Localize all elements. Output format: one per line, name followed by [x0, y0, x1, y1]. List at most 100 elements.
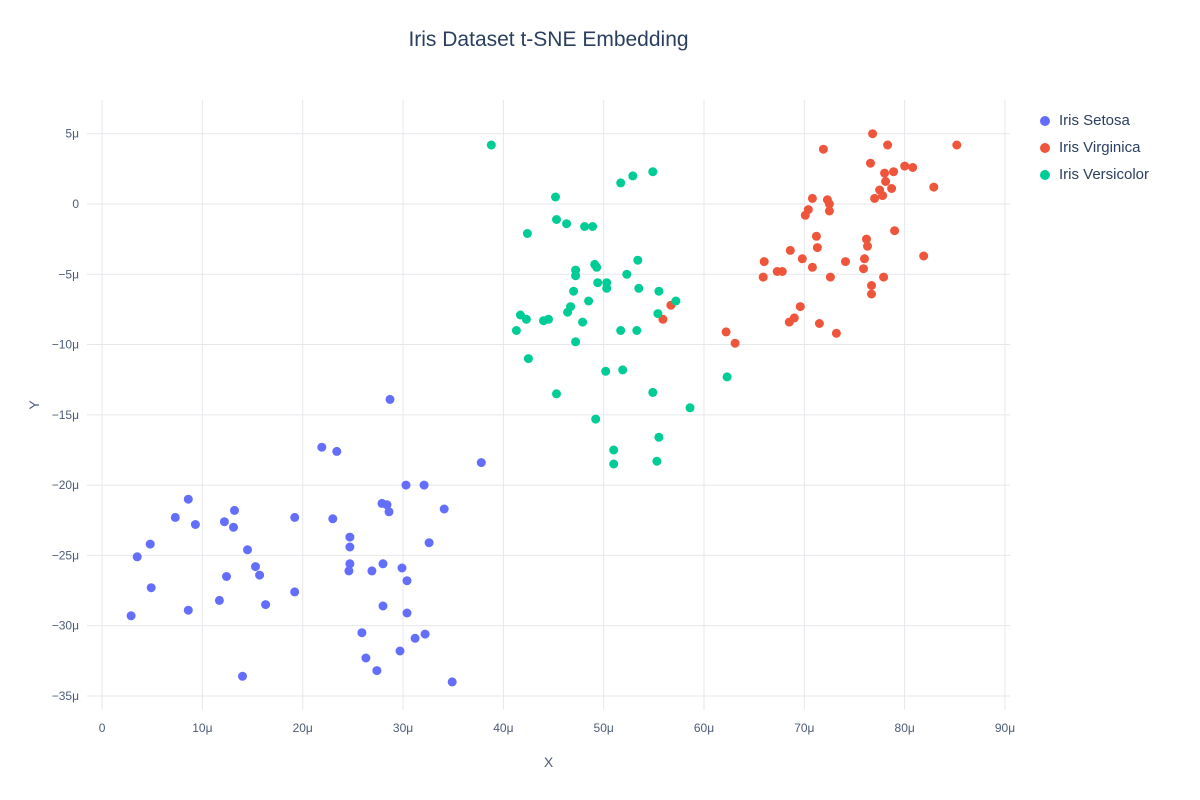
data-point[interactable] [653, 309, 663, 319]
data-point[interactable] [868, 129, 878, 139]
data-point[interactable] [889, 167, 899, 177]
data-point[interactable] [571, 271, 581, 281]
data-point[interactable] [571, 337, 581, 347]
data-point[interactable] [812, 243, 822, 253]
data-point[interactable] [146, 583, 156, 593]
data-point[interactable] [367, 566, 377, 576]
data-point[interactable] [447, 677, 457, 687]
data-point[interactable] [476, 458, 486, 468]
data-point[interactable] [593, 278, 603, 288]
data-point[interactable] [328, 514, 338, 524]
data-point[interactable] [879, 272, 889, 282]
data-point[interactable] [523, 354, 533, 364]
data-point[interactable] [290, 512, 300, 522]
data-point[interactable] [616, 178, 626, 188]
data-point[interactable] [591, 414, 601, 424]
data-point[interactable] [214, 595, 224, 605]
data-point[interactable] [730, 338, 740, 348]
data-point[interactable] [632, 326, 642, 335]
data-point[interactable] [539, 316, 548, 326]
data-point[interactable] [424, 538, 434, 548]
data-point[interactable] [648, 387, 658, 397]
data-point[interactable] [648, 167, 658, 177]
data-point[interactable] [219, 517, 229, 527]
data-point[interactable] [344, 566, 354, 576]
data-point[interactable] [251, 562, 260, 572]
data-point[interactable] [190, 520, 200, 529]
data-point[interactable] [580, 222, 590, 231]
data-point[interactable] [634, 283, 644, 293]
data-point[interactable] [870, 193, 880, 203]
data-point[interactable] [345, 542, 355, 552]
data-point[interactable] [552, 389, 561, 399]
data-point[interactable] [511, 326, 521, 335]
data-point[interactable] [860, 254, 869, 264]
data-point[interactable] [795, 302, 805, 312]
legend-item-iris-versicolor[interactable]: Iris Versicolor [1034, 161, 1149, 188]
legend-item-iris-virginica[interactable]: Iris Virginica [1034, 134, 1149, 161]
data-point[interactable] [261, 600, 271, 610]
data-point[interactable] [378, 601, 388, 611]
data-point[interactable] [584, 296, 594, 306]
data-point[interactable] [887, 184, 897, 193]
data-point[interactable] [878, 191, 888, 201]
data-point[interactable] [800, 210, 810, 220]
data-point[interactable] [170, 512, 180, 522]
data-point[interactable] [145, 539, 155, 549]
data-point[interactable] [609, 445, 619, 455]
data-point[interactable] [229, 522, 238, 532]
data-point[interactable] [880, 168, 890, 178]
data-point[interactable] [486, 140, 496, 150]
data-point[interactable] [759, 257, 769, 267]
data-point[interactable] [255, 570, 265, 580]
data-point[interactable] [807, 262, 817, 272]
data-point[interactable] [126, 611, 136, 621]
data-point[interactable] [652, 456, 662, 466]
data-point[interactable] [563, 307, 573, 317]
data-point[interactable] [385, 394, 395, 404]
data-point[interactable] [132, 552, 142, 562]
data-point[interactable] [616, 326, 626, 335]
data-point[interactable] [785, 245, 795, 255]
data-point[interactable] [818, 144, 828, 154]
data-point[interactable] [592, 262, 602, 272]
data-point[interactable] [831, 328, 841, 338]
data-point[interactable] [900, 161, 910, 171]
data-point[interactable] [859, 264, 868, 274]
data-point[interactable] [317, 442, 327, 452]
data-point[interactable] [825, 272, 835, 282]
data-point[interactable] [867, 289, 876, 299]
data-point[interactable] [420, 629, 430, 639]
data-point[interactable] [881, 177, 891, 186]
data-point[interactable] [824, 199, 834, 209]
data-point[interactable] [361, 653, 371, 663]
data-point[interactable] [654, 432, 664, 442]
data-point[interactable] [419, 480, 429, 490]
data-point[interactable] [578, 317, 588, 327]
data-point[interactable] [372, 666, 382, 676]
data-point[interactable] [758, 272, 768, 282]
data-point[interactable] [243, 545, 252, 555]
data-point[interactable] [618, 365, 628, 375]
data-point[interactable] [410, 633, 420, 643]
data-point[interactable] [345, 532, 355, 542]
data-point[interactable] [883, 140, 893, 150]
data-point[interactable] [671, 296, 681, 306]
data-point[interactable] [290, 587, 300, 597]
data-point[interactable] [722, 372, 732, 382]
data-point[interactable] [522, 229, 532, 238]
data-point[interactable] [633, 255, 643, 265]
data-point[interactable] [384, 507, 394, 517]
data-point[interactable] [230, 505, 239, 515]
data-point[interactable] [814, 319, 824, 328]
data-point[interactable] [588, 222, 598, 231]
data-point[interactable] [402, 576, 412, 586]
data-point[interactable] [721, 327, 731, 337]
data-point[interactable] [622, 269, 632, 279]
data-point[interactable] [357, 628, 367, 638]
data-point[interactable] [521, 314, 531, 324]
data-point[interactable] [862, 234, 871, 244]
data-point[interactable] [952, 140, 962, 150]
data-point[interactable] [867, 281, 876, 290]
data-point[interactable] [562, 219, 572, 229]
